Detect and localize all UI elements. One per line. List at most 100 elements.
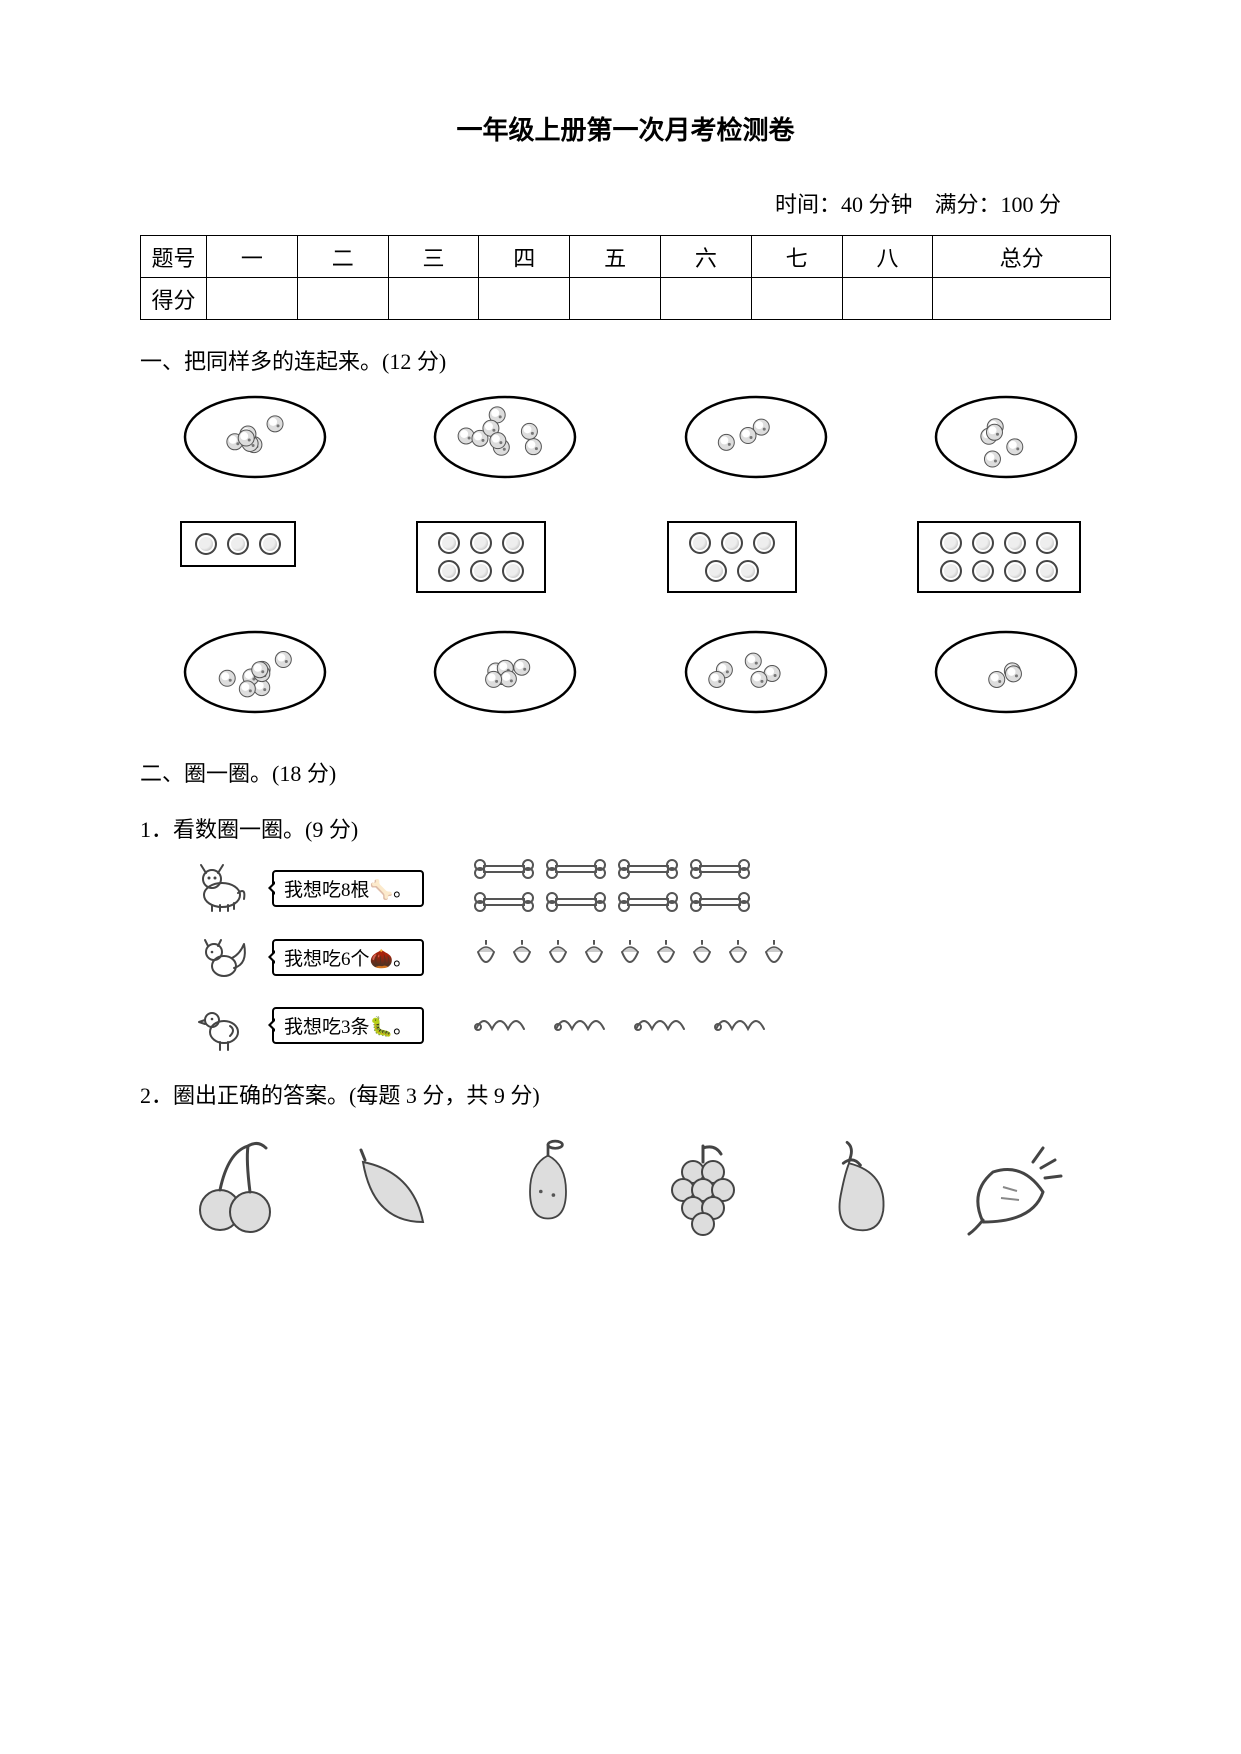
plate-icon [681,392,831,482]
food-group [472,940,792,975]
acorn-icon [472,940,500,975]
score-cell [479,278,570,320]
plate [430,627,580,722]
bone-icon [544,858,608,885]
coin-icon [1004,532,1026,554]
worm-icon [472,1009,534,1042]
plate [931,627,1081,722]
score-cell [570,278,661,320]
q1-title: 一、把同样多的连起来。(12 分) [140,344,1111,376]
score-cell [388,278,479,320]
time-value: 40 分钟 [841,192,913,217]
plate [180,627,330,722]
time-label: 时间： [775,192,841,217]
score-header-cell: 五 [570,236,661,278]
score-header-cell: 总分 [933,236,1111,278]
coin-icon [1036,560,1058,582]
bone-icon [472,858,536,885]
coin-icon [940,560,962,582]
speech-bubble: 我想吃8根🦴。 [272,870,424,907]
fruit-row [140,1132,1111,1242]
coin-icon [259,533,281,555]
coin-icon [1036,532,1058,554]
score-header-cell: 一 [207,236,298,278]
coin-icon [940,532,962,554]
coin-icon [227,533,249,555]
bone-icon [544,891,608,918]
coin-icon [705,560,727,582]
q2-item-row: 我想吃6个🌰。 [190,928,1111,986]
banana-icon [343,1132,443,1242]
score-cell [751,278,842,320]
score-header-cell: 四 [479,236,570,278]
coin-icon [721,532,743,554]
q2-item-row: 我想吃8根🦴。 [190,858,1111,918]
acorn-icon [580,940,608,975]
worm-icon [552,1009,614,1042]
plate [931,392,1081,487]
score-header-cell: 三 [388,236,479,278]
count-box [667,521,797,593]
plate [430,392,580,487]
bone-icon [616,858,680,885]
full-label: 满分： [934,192,1000,217]
score-cell [660,278,751,320]
radish-icon [963,1132,1063,1242]
plate-icon [681,627,831,717]
q1-bot-row [140,627,1111,722]
coin-icon [195,533,217,555]
food-group [472,1009,792,1042]
acorn-icon [688,940,716,975]
eggplant-icon [808,1132,908,1242]
q1-mid-row [140,521,1111,593]
worm-icon [632,1009,694,1042]
pear-icon [498,1132,598,1242]
bone-icon [688,891,752,918]
dog-icon [190,859,254,917]
cherry-icon [188,1132,288,1242]
plate-icon [180,627,330,717]
coin-icon [502,560,524,582]
coin-icon [689,532,711,554]
speech-bubble: 我想吃6个🌰。 [272,939,424,976]
coin-icon [438,532,460,554]
bone-icon [472,891,536,918]
grapes-icon [653,1132,753,1242]
coin-icon [753,532,775,554]
score-cell [297,278,388,320]
coin-icon [438,560,460,582]
plate-icon [430,627,580,717]
speech-bubble: 我想吃3条🐛。 [272,1007,424,1044]
score-header-cell: 七 [751,236,842,278]
exam-title: 一年级上册第一次月考检测卷 [140,110,1111,147]
full-value: 100 分 [1000,192,1061,217]
score-header-cell: 八 [842,236,933,278]
score-header-cell: 题号 [141,236,207,278]
plate-icon [430,392,580,482]
plate-icon [931,392,1081,482]
q1-top-row [140,392,1111,487]
count-box [917,521,1081,593]
plate-icon [180,392,330,482]
score-cell [842,278,933,320]
plate [681,392,831,487]
acorn-icon [616,940,644,975]
coin-icon [1004,560,1026,582]
chick-icon [190,996,254,1054]
score-table: 题号一二三四五六七八总分 得分 [140,235,1111,320]
plate [180,392,330,487]
squirrel-icon [190,928,254,986]
coin-icon [737,560,759,582]
q2-item-row: 我想吃3条🐛。 [190,996,1111,1054]
score-cell: 得分 [141,278,207,320]
coin-icon [502,532,524,554]
plate-icon [931,627,1081,717]
coin-icon [972,532,994,554]
q2-sub1-title: 1．看数圈一圈。(9 分) [140,812,1111,844]
score-header-cell: 二 [297,236,388,278]
acorn-icon [724,940,752,975]
worm-icon [712,1009,774,1042]
food-group [472,858,772,918]
coin-icon [972,560,994,582]
acorn-icon [760,940,788,975]
